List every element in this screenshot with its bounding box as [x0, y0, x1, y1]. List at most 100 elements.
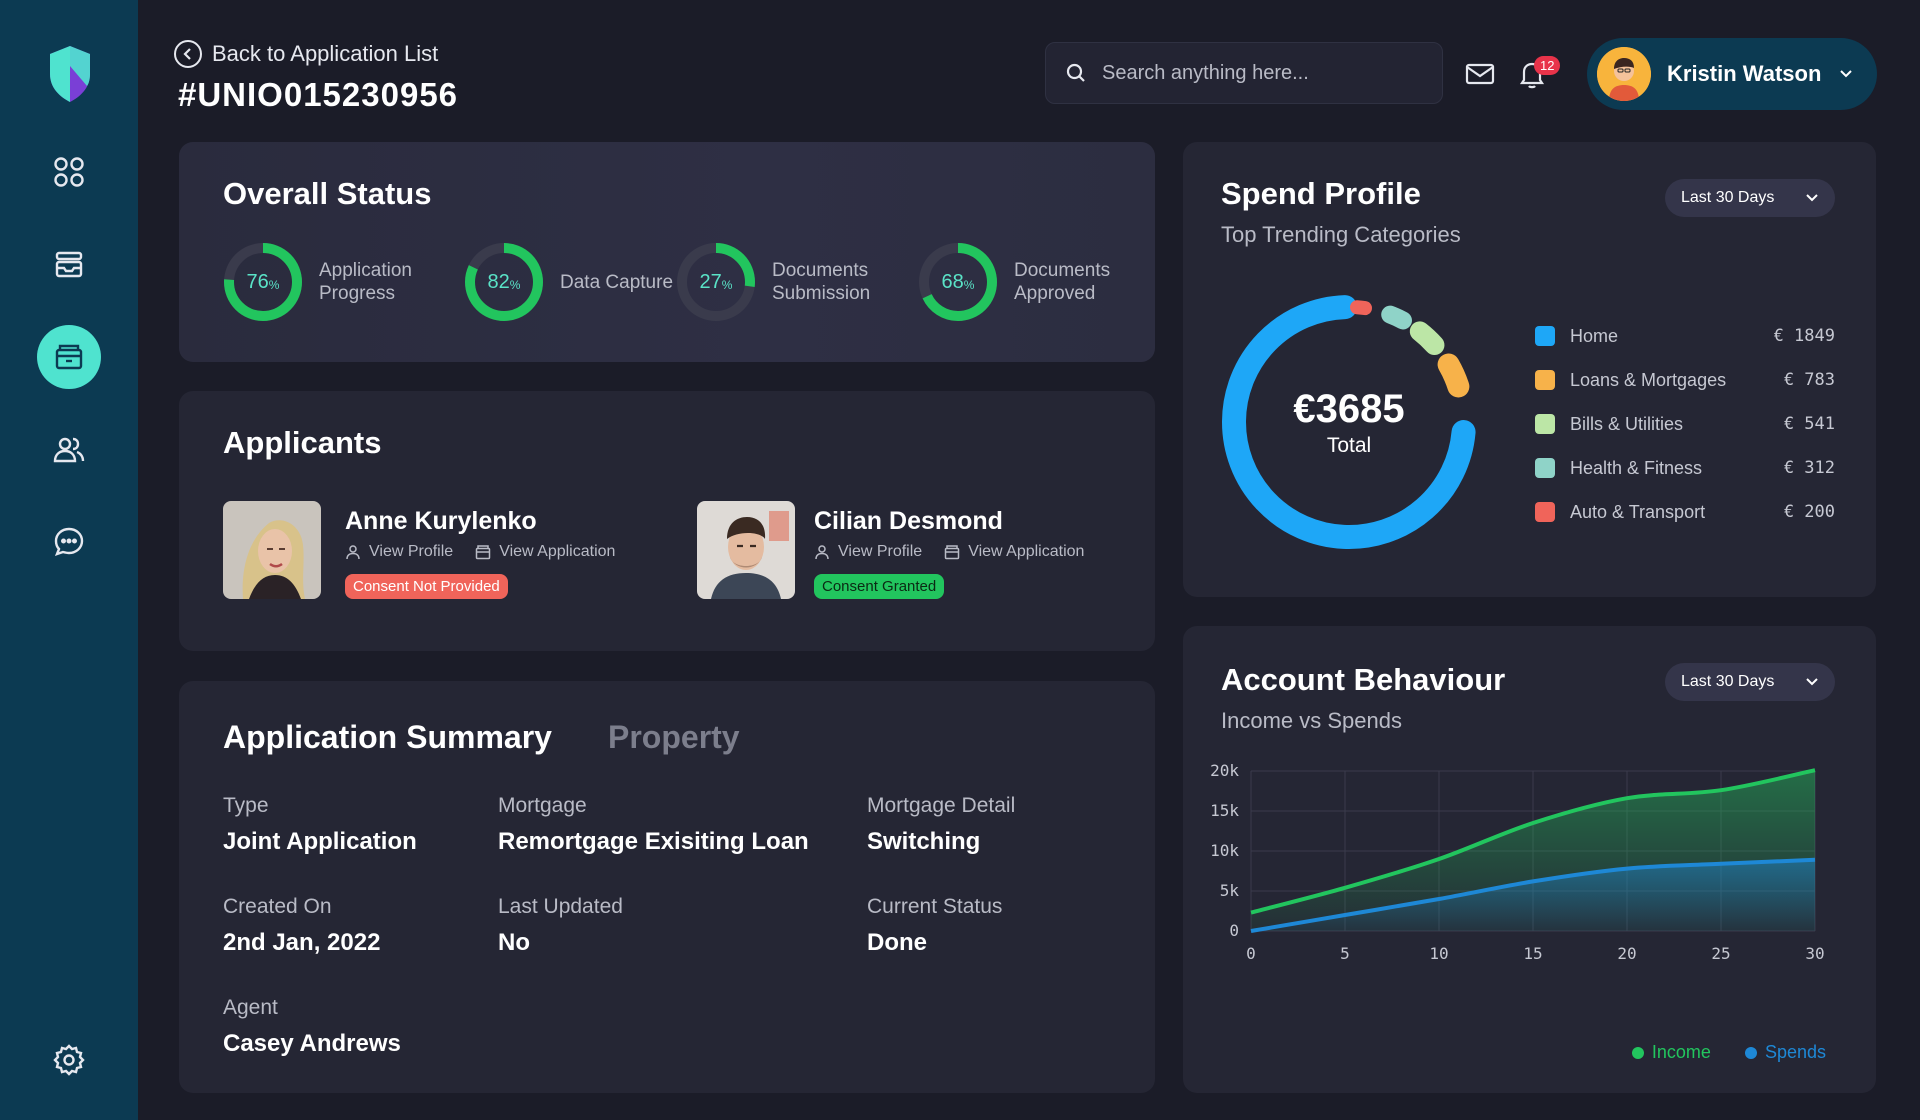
category-name: Auto & Transport [1570, 501, 1706, 522]
search-box[interactable] [1045, 42, 1443, 104]
settings-icon [53, 1044, 85, 1076]
progress-ring: 27% [676, 242, 756, 322]
back-label: Back to Application List [212, 41, 439, 66]
view-application-link[interactable]: View Application [944, 543, 1084, 561]
view-profile-link[interactable]: View Profile [345, 543, 453, 561]
progress-value: 82 [487, 270, 510, 293]
legend-item: Auto & Transport € 200 [1535, 490, 1835, 534]
applicant-photo [697, 501, 795, 599]
tab-property[interactable]: Property [608, 719, 740, 755]
user-name: Kristin Watson [1667, 61, 1822, 86]
view-application-link[interactable]: View Application [475, 543, 615, 561]
legend-item: Bills & Utilities € 541 [1535, 402, 1835, 446]
field-label: Mortgage Detail [867, 794, 1016, 817]
status-ring-item: 27% Documents Submission [676, 242, 892, 322]
back-to-list-link[interactable]: Back to Application List [174, 40, 438, 68]
legend-swatch [1535, 326, 1555, 346]
status-ring-item: 76% Application Progress [223, 242, 439, 322]
donut-segment-health [1381, 305, 1412, 330]
applicant-photo [223, 501, 321, 599]
field-label: Current Status [867, 895, 1003, 918]
legend-swatch [1535, 414, 1555, 434]
legend-item: Health & Fitness € 312 [1535, 446, 1835, 490]
overall-status-card: Overall Status 76% Application Progress 82… [179, 142, 1155, 362]
field-label: Last Updated [498, 895, 623, 918]
account-behaviour-card: Account Behaviour Income vs Spends Last … [1183, 626, 1876, 1093]
nav-users[interactable] [37, 418, 101, 482]
applicant-name: Cilian Desmond [814, 507, 1003, 535]
nav-applications[interactable] [37, 325, 101, 389]
legend-swatch [1535, 502, 1555, 522]
field-value: No [498, 929, 530, 956]
field-value: Casey Andrews [223, 1030, 401, 1057]
y-tick-label: 10k [1210, 841, 1239, 860]
x-tick-label: 5 [1340, 944, 1350, 963]
x-tick-label: 15 [1523, 944, 1542, 963]
period-dropdown[interactable]: Last 30 Days [1665, 179, 1835, 217]
x-tick-label: 20 [1617, 944, 1636, 963]
spend-profile-subtitle: Top Trending Categories [1221, 222, 1461, 247]
tab-application-summary[interactable]: Application Summary [223, 719, 552, 755]
progress-label: Data Capture [560, 271, 674, 293]
spend-donut-chart [1222, 295, 1476, 549]
progress-value: 68 [941, 270, 964, 293]
notification-badge: 12 [1534, 56, 1561, 75]
y-tick-label: 5k [1220, 881, 1240, 900]
application-id: #UNIO015230956 [178, 76, 459, 113]
status-ring-item: 68% Documents Approved [918, 242, 1134, 322]
x-tick-label: 10 [1429, 944, 1448, 963]
field-label: Created On [223, 895, 332, 918]
account-behaviour-title: Account Behaviour [1221, 662, 1506, 697]
search-icon [1066, 63, 1085, 82]
applicant-name: Anne Kurylenko [345, 507, 537, 535]
field-value: 2nd Jan, 2022 [223, 929, 381, 956]
field-label: Agent [223, 996, 278, 1019]
x-tick-label: 0 [1246, 944, 1256, 963]
consent-badge: Consent Not Provided [345, 574, 508, 599]
applicants-title: Applicants [223, 425, 382, 460]
x-tick-label: 25 [1711, 944, 1730, 963]
legend-item: Home € 1849 [1535, 314, 1835, 358]
legend-income: Income [1631, 1042, 1711, 1063]
shield-logo-icon [50, 46, 90, 102]
user-menu[interactable]: Kristin Watson [1587, 38, 1877, 110]
user-avatar [1597, 47, 1651, 101]
nav-inbox[interactable] [37, 232, 101, 296]
y-tick-label: 15k [1210, 801, 1239, 820]
category-name: Bills & Utilities [1570, 413, 1684, 434]
donut-segment-home [1222, 295, 1476, 549]
spends-line [1250, 857, 1816, 933]
y-tick-label: 0 [1229, 921, 1239, 940]
category-value: € 200 [1783, 502, 1835, 522]
view-profile-link[interactable]: View Profile [814, 543, 922, 561]
category-value: € 1849 [1773, 326, 1835, 346]
y-tick-label: 20k [1210, 761, 1239, 780]
category-name: Health & Fitness [1570, 457, 1703, 478]
nav-settings[interactable] [37, 1028, 101, 1092]
users-icon [53, 437, 85, 463]
field-value: Remortgage Exisiting Loan [498, 828, 809, 855]
progress-ring: 82% [464, 242, 544, 322]
mail-icon[interactable] [1464, 58, 1496, 90]
sidebar [0, 0, 138, 1120]
progress-ring: 76% [223, 242, 303, 322]
user-icon [346, 545, 360, 560]
chevron-left-icon [174, 40, 202, 68]
category-value: € 541 [1783, 414, 1835, 434]
chevron-down-icon [1840, 70, 1853, 78]
spend-legend: Home € 1849 Loans & Mortgages € 783 Bills & … [1535, 314, 1835, 534]
category-name: Home [1570, 325, 1619, 346]
folder-icon [475, 545, 491, 560]
nav-messages[interactable] [37, 510, 101, 574]
search-input[interactable] [1102, 61, 1422, 85]
dashboard-icon [54, 157, 84, 187]
progress-value: 27 [699, 270, 722, 293]
field-label: Type [223, 794, 269, 817]
period-dropdown[interactable]: Last 30 Days [1665, 663, 1835, 701]
progress-label: Documents Submission [772, 260, 871, 304]
application-summary-card: Application Summary Property Type Joint … [179, 681, 1155, 1093]
spends-area [1251, 859, 1815, 931]
nav-dashboard[interactable] [37, 140, 101, 204]
spend-total-label: Total [1326, 433, 1372, 457]
donut-segment-loans [1437, 353, 1470, 398]
